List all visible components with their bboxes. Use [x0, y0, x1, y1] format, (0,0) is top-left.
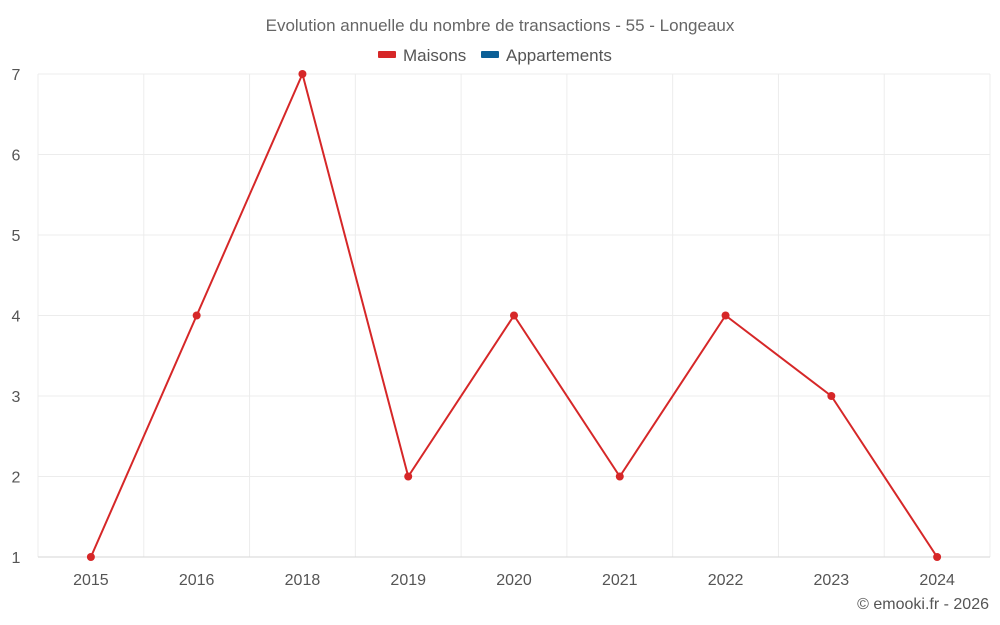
y-tick-label: 1 [12, 550, 21, 567]
data-point[interactable] [298, 70, 307, 78]
legend-label-maisons: Maisons [403, 46, 466, 65]
legend-item-maisons[interactable]: Maisons [378, 46, 466, 65]
data-point[interactable] [721, 311, 730, 320]
legend: Maisons Appartements [378, 46, 612, 65]
legend-item-appartements[interactable]: Appartements [481, 46, 612, 65]
data-point[interactable] [615, 472, 624, 481]
x-tick-label: 2023 [814, 572, 850, 589]
data-point[interactable] [933, 553, 942, 561]
y-axis-ticks: 1 2 3 4 5 6 7 [12, 67, 21, 567]
x-tick-label: 2021 [602, 572, 638, 589]
x-tick-label: 2024 [919, 572, 955, 589]
x-tick-label: 2020 [496, 572, 532, 589]
y-tick-label: 2 [12, 470, 21, 487]
series-maisons [86, 70, 942, 561]
x-tick-label: 2015 [73, 572, 109, 589]
x-axis-ticks: 2015 2016 2018 2019 2020 2021 2022 2023 2024 [73, 572, 955, 589]
legend-swatch-appartements [481, 51, 499, 58]
y-tick-label: 4 [12, 309, 21, 326]
legend-label-appartements: Appartements [506, 46, 612, 65]
x-tick-label: 2018 [285, 572, 321, 589]
data-point[interactable] [827, 392, 836, 400]
data-point[interactable] [86, 553, 95, 561]
chart-title: Evolution annuelle du nombre de transact… [266, 16, 735, 35]
x-tick-label: 2019 [390, 572, 426, 589]
y-tick-label: 5 [12, 228, 21, 245]
y-tick-label: 7 [12, 67, 21, 84]
data-point[interactable] [192, 311, 201, 320]
data-point[interactable] [510, 311, 518, 320]
x-tick-label: 2022 [708, 572, 744, 589]
data-point[interactable] [404, 472, 413, 481]
y-tick-label: 3 [12, 389, 21, 406]
legend-swatch-maisons [378, 51, 396, 58]
credit-text: © emooki.fr - 2026 [857, 596, 989, 613]
y-tick-label: 6 [12, 148, 21, 165]
x-tick-label: 2016 [179, 572, 215, 589]
